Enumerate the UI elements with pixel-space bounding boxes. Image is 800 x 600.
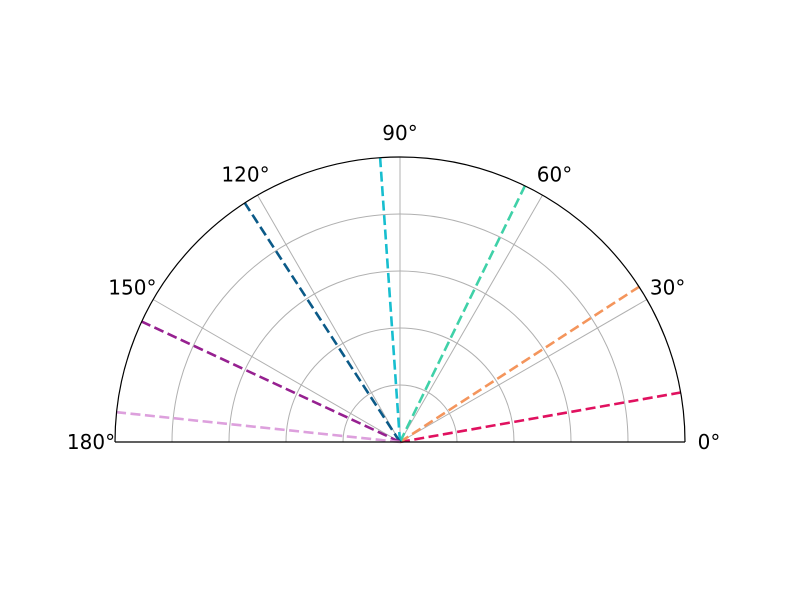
theta-gridline-150 xyxy=(152,299,401,443)
frame-layer xyxy=(114,156,686,443)
grid-layer xyxy=(115,157,685,443)
theta-tick-label-30: 30° xyxy=(650,276,685,300)
outer-arc xyxy=(114,156,686,443)
label-layer: 0° 30° 60° 90° 120° 150° 180° xyxy=(67,121,720,454)
series-ray-7 xyxy=(116,410,401,444)
theta-gridline-120 xyxy=(257,194,401,443)
series-ray-4 xyxy=(378,157,402,443)
series-ray-6 xyxy=(141,320,401,444)
theta-tick-label-90: 90° xyxy=(382,121,417,145)
series-ray-5 xyxy=(243,202,402,443)
theta-tick-label-120: 120° xyxy=(221,162,269,186)
theta-gridline-60 xyxy=(399,194,543,443)
series-ray-2 xyxy=(399,285,640,444)
series-ray-3 xyxy=(398,185,527,443)
series-ray-1 xyxy=(399,391,681,444)
theta-gridline-30 xyxy=(399,299,648,443)
series-layer xyxy=(116,157,681,444)
theta-tick-label-150: 150° xyxy=(108,276,156,300)
theta-tick-label-180: 180° xyxy=(67,430,115,454)
theta-tick-label-0: 0° xyxy=(698,430,721,454)
theta-tick-label-60: 60° xyxy=(537,162,572,186)
